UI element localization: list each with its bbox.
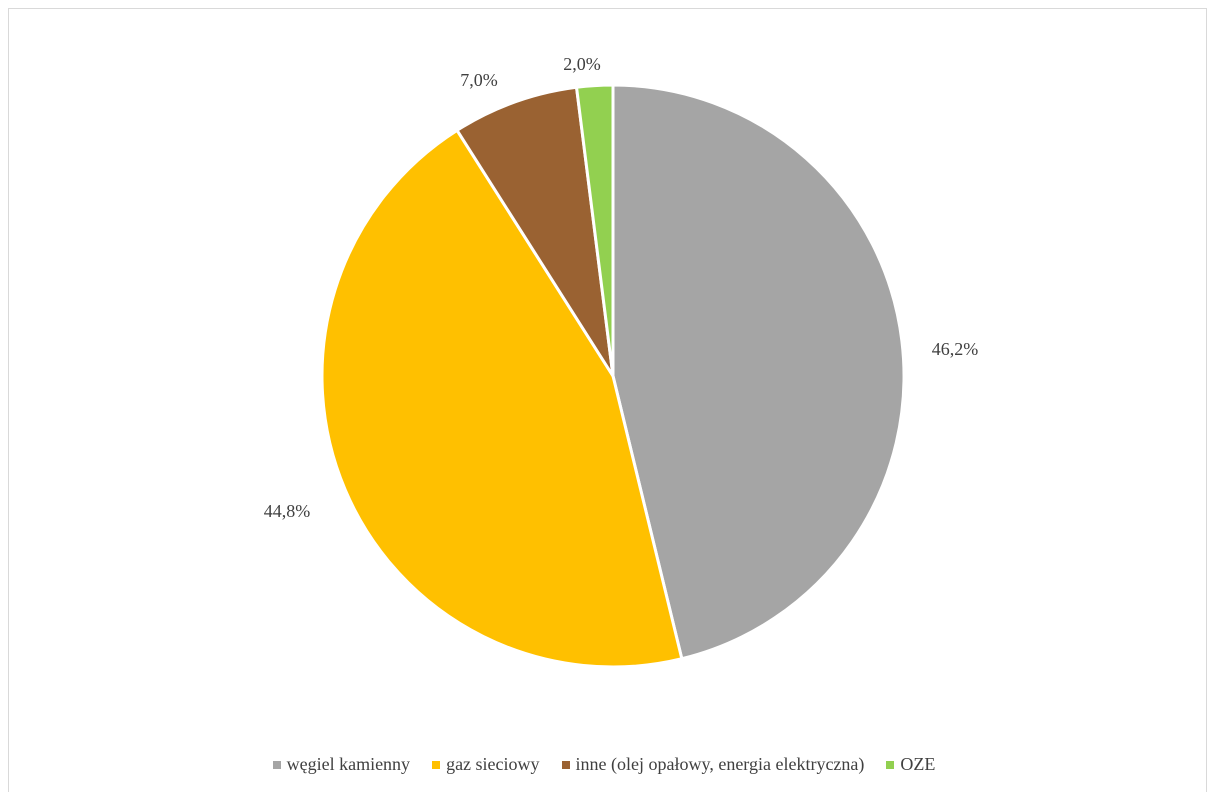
legend-swatch-gaz-sieciowy [432,760,441,769]
pie-slices [320,83,906,669]
legend-item-inne: inne (olej opałowy, energia elektryczna) [561,754,865,775]
data-label-gaz-sieciowy: 44,8% [264,501,311,521]
legend-swatch-oze [886,760,895,769]
data-label-inne-olej-opalowy-energia-elektryczna: 7,0% [460,70,498,90]
legend-label-oze: OZE [900,754,936,774]
legend-swatch-inne [561,760,570,769]
legend-item-wegiel-kamienny: węgiel kamienny [272,754,411,775]
legend-item-gaz-sieciowy: gaz sieciowy [432,754,540,775]
data-labels: 46,2% 44,8% 7,0% 2,0% [264,54,979,521]
data-label-wegiel-kamienny: 46,2% [932,339,979,359]
pie-slice-wegiel-kamienny [611,83,906,661]
legend-swatch-wegiel-kamienny [272,760,281,769]
pie-slice-inne-olej-opalowy-energia-elektryczna [455,85,615,378]
data-label-oze: 2,0% [563,54,601,74]
legend-item-oze: OZE [886,754,935,775]
pie-slice-oze [575,83,615,378]
legend-label-gaz-sieciowy: gaz sieciowy [446,754,540,774]
legend-label-wegiel-kamienny: węgiel kamienny [286,754,411,774]
legend: węgiel kamienny gaz sieciowy inne (olej … [0,754,1208,775]
legend-label-inne: inne (olej opałowy, energia elektryczna) [575,754,865,774]
pie-slice-gaz-sieciowy [320,128,684,669]
